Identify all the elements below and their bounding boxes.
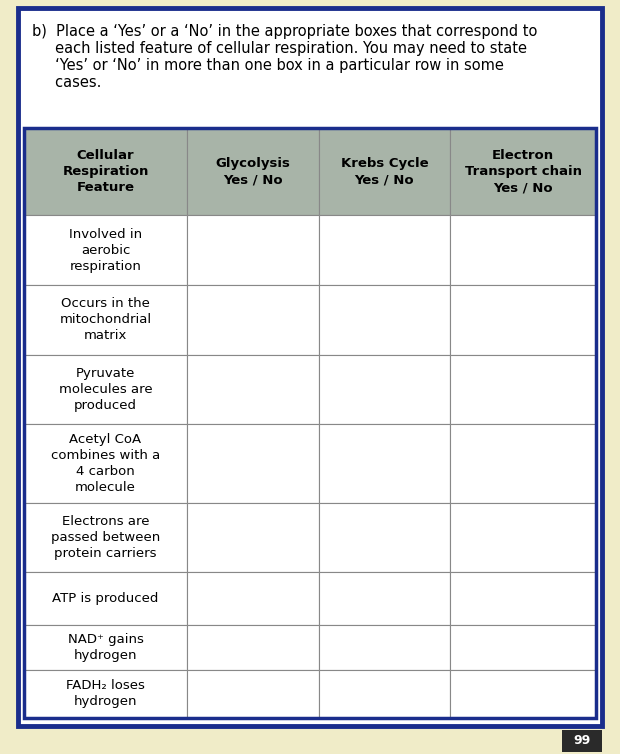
Bar [319,216,450,285]
Bar [319,354,450,425]
Bar [450,216,596,285]
Bar [187,425,319,503]
Bar [319,503,450,572]
Text: Involved in
aerobic
respiration: Involved in aerobic respiration [69,228,142,273]
Bar [24,128,596,718]
Bar [450,425,596,503]
Text: Acetyl CoA
combines with a
4 carbon
molecule: Acetyl CoA combines with a 4 carbon mole… [51,433,160,494]
Bar [450,285,596,354]
Bar [450,670,596,718]
Text: Electrons are
passed between
protein carriers: Electrons are passed between protein car… [51,515,160,560]
Bar [319,128,450,216]
Bar [187,354,319,425]
Text: Glycolysis
Yes / No: Glycolysis Yes / No [215,157,290,186]
Text: NAD⁺ gains
hydrogen: NAD⁺ gains hydrogen [68,633,143,662]
Text: Krebs Cycle
Yes / No: Krebs Cycle Yes / No [340,157,428,186]
Text: FADH₂ loses
hydrogen: FADH₂ loses hydrogen [66,679,145,708]
Bar [187,572,319,625]
Text: b)  Place a ‘Yes’ or a ‘No’ in the appropriate boxes that correspond to: b) Place a ‘Yes’ or a ‘No’ in the approp… [32,24,538,39]
Text: 99: 99 [574,734,591,747]
Bar [319,670,450,718]
Bar [319,572,450,625]
Text: Cellular
Respiration
Feature: Cellular Respiration Feature [63,149,149,195]
Bar [24,216,187,285]
Text: ATP is produced: ATP is produced [52,593,159,605]
Text: Pyruvate
molecules are
produced: Pyruvate molecules are produced [59,367,153,412]
Bar [450,354,596,425]
Bar [450,503,596,572]
Text: Electron
Transport chain
Yes / No: Electron Transport chain Yes / No [464,149,582,195]
Bar [24,285,187,354]
Bar [187,625,319,670]
Bar [187,503,319,572]
Bar [24,503,187,572]
Bar [319,625,450,670]
Bar [24,354,187,425]
Text: Occurs in the
mitochondrial
matrix: Occurs in the mitochondrial matrix [60,297,151,342]
Text: cases.: cases. [32,75,102,90]
Bar [24,670,187,718]
Bar [450,625,596,670]
Bar [562,730,602,752]
Bar [450,572,596,625]
Bar [187,285,319,354]
Bar [24,425,187,503]
Text: ‘Yes’ or ‘No’ in more than one box in a particular row in some: ‘Yes’ or ‘No’ in more than one box in a … [32,58,504,73]
Bar [24,572,187,625]
Bar [187,670,319,718]
Bar [450,128,596,216]
Bar [319,425,450,503]
Bar [319,285,450,354]
Bar [187,128,319,216]
Text: each listed feature of cellular respiration. You may need to state: each listed feature of cellular respirat… [32,41,527,56]
Bar [187,216,319,285]
Bar [24,128,187,216]
Bar [24,625,187,670]
